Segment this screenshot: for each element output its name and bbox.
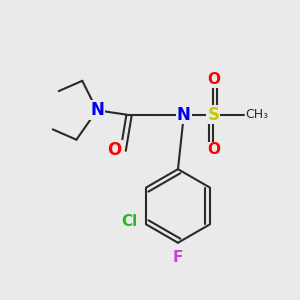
Text: CH₃: CH₃ xyxy=(246,108,269,121)
Text: O: O xyxy=(207,142,220,158)
Text: N: N xyxy=(90,101,104,119)
Text: Cl: Cl xyxy=(121,214,137,229)
Text: N: N xyxy=(177,106,191,124)
Text: S: S xyxy=(207,106,219,124)
Text: O: O xyxy=(107,141,122,159)
Text: F: F xyxy=(173,250,183,265)
Text: O: O xyxy=(207,72,220,87)
